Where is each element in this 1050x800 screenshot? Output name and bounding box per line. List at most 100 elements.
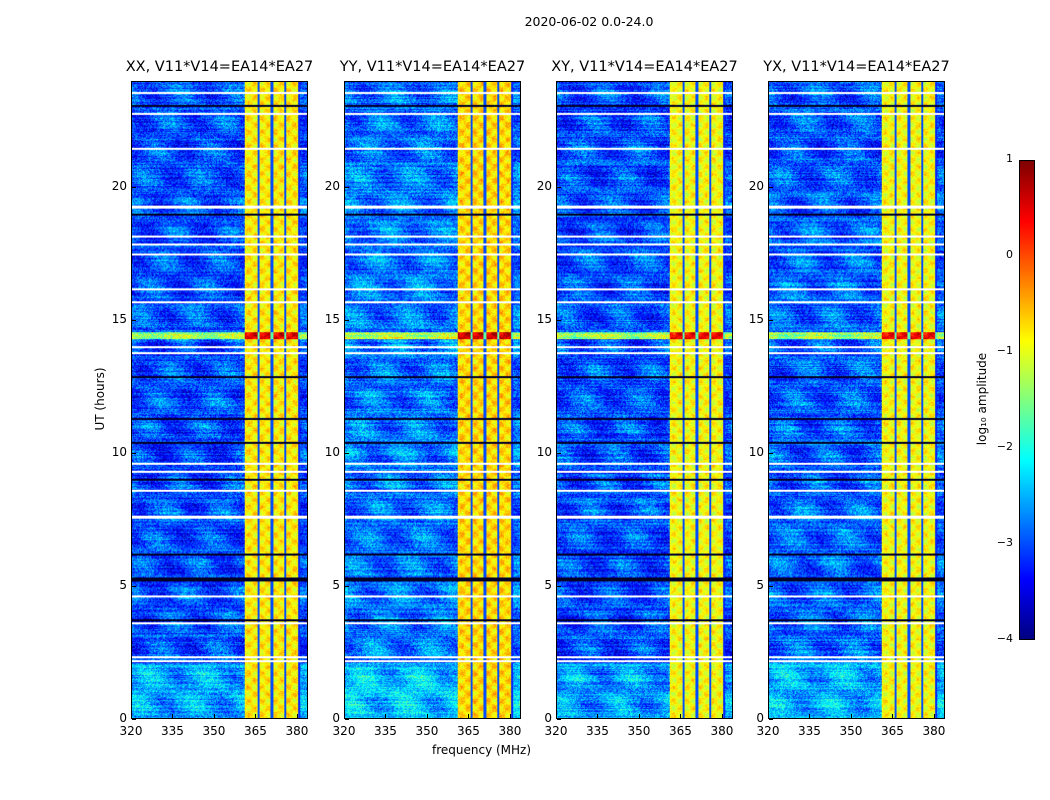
y-tick [769, 586, 773, 588]
x-tick-label: 335 [374, 724, 397, 738]
x-tick-label: 350 [627, 724, 651, 738]
y-tick [557, 719, 561, 720]
y-tick-label: 15 [536, 312, 552, 327]
x-tick [597, 714, 599, 718]
y-tick-label: 10 [536, 445, 552, 460]
y-tick [769, 719, 773, 720]
x-tick-label: 350 [839, 724, 863, 738]
spectrogram-panel-3 [556, 81, 733, 719]
y-tick-label: 5 [119, 578, 127, 593]
y-tick-label: 20 [748, 179, 764, 194]
y-tick [345, 453, 349, 455]
x-tick-label: 320 [756, 724, 780, 738]
y-tick [769, 187, 773, 189]
x-tick-label: 380 [498, 724, 522, 738]
panel-title: YY, V11*V14=EA14*EA27 [339, 59, 526, 75]
x-tick-label: 320 [332, 724, 356, 738]
heatmap-cells [132, 82, 307, 718]
x-tick [509, 714, 511, 718]
y-tick-label: 5 [332, 578, 340, 593]
x-tick-label: 320 [544, 724, 568, 738]
x-tick-label: 365 [669, 724, 692, 738]
x-axis-label: frequency (MHz) [432, 743, 532, 757]
y-tick [132, 187, 136, 189]
spectrogram-panel-2 [344, 81, 521, 719]
x-tick [933, 714, 935, 718]
colorbar-tick-label: 1 [1006, 152, 1013, 165]
spectrogram-panel-4 [768, 81, 945, 719]
y-tick [132, 586, 136, 588]
x-tick [680, 714, 682, 718]
y-tick-label: 5 [544, 578, 552, 593]
y-tick-label: 15 [111, 312, 127, 327]
y-tick [345, 320, 349, 322]
x-tick [344, 714, 345, 718]
y-tick [132, 719, 136, 720]
x-tick [892, 714, 894, 718]
y-axis-label: UT (hours) [93, 367, 107, 431]
x-tick [426, 714, 428, 718]
y-tick [345, 719, 349, 720]
y-tick [769, 453, 773, 455]
x-tick-label: 350 [415, 724, 439, 738]
x-tick-label: 335 [798, 724, 821, 738]
y-tick-label: 15 [324, 312, 340, 327]
y-tick-label: 0 [332, 711, 340, 725]
y-tick-label: 0 [756, 711, 764, 725]
x-tick-label: 365 [457, 724, 480, 738]
y-tick-label: 20 [536, 179, 552, 194]
x-tick-label: 380 [285, 724, 309, 738]
spectrogram-panel-1 [131, 81, 308, 719]
x-tick [385, 714, 387, 718]
panel-title: XX, V11*V14=EA14*EA27 [125, 59, 314, 75]
x-tick-label: 365 [881, 724, 904, 738]
y-tick [557, 453, 561, 455]
x-tick [296, 714, 298, 718]
colorbar-tick-label: −1 [996, 344, 1013, 357]
x-tick-label: 380 [922, 724, 946, 738]
y-tick-label: 5 [756, 578, 764, 593]
x-tick [468, 714, 470, 718]
colorbar-tick-label: −2 [996, 440, 1013, 453]
y-tick-label: 0 [119, 711, 127, 725]
x-tick [255, 714, 257, 718]
y-tick [557, 187, 561, 189]
y-tick [132, 320, 136, 322]
y-tick-label: 10 [748, 445, 764, 460]
x-tick [172, 714, 174, 718]
y-tick [769, 320, 773, 322]
x-tick [556, 714, 557, 718]
x-tick [721, 714, 723, 718]
x-tick-label: 335 [586, 724, 609, 738]
x-tick [809, 714, 811, 718]
x-tick-label: 365 [244, 724, 267, 738]
heatmap-cells [557, 82, 732, 718]
y-tick-label: 10 [111, 445, 127, 460]
x-tick-label: 335 [161, 724, 184, 738]
x-tick-label: 350 [202, 724, 226, 738]
colorbar-tick-label: 0 [1006, 248, 1013, 261]
y-tick [132, 453, 136, 455]
y-tick [557, 320, 561, 322]
y-tick [345, 187, 349, 189]
x-tick [768, 714, 769, 718]
heatmap-cells [345, 82, 520, 718]
heatmap-cells [769, 82, 944, 718]
panel-title: YX, V11*V14=EA14*EA27 [763, 59, 950, 75]
y-tick-label: 0 [544, 711, 552, 725]
x-tick-label: 380 [710, 724, 734, 738]
y-tick [557, 586, 561, 588]
y-tick [345, 586, 349, 588]
colorbar-tick-label: −3 [996, 536, 1013, 549]
x-tick [131, 714, 132, 718]
colorbar-label: log₁₀ amplitude [975, 352, 989, 446]
x-tick-label: 320 [119, 724, 143, 738]
figure-title: 2020-06-02 0.0-24.0 [524, 14, 654, 29]
y-tick-label: 20 [324, 179, 340, 194]
x-tick [638, 714, 640, 718]
colorbar-tick-label: −4 [996, 632, 1013, 645]
y-tick-label: 10 [324, 445, 340, 460]
x-tick [213, 714, 215, 718]
colorbar [1019, 160, 1035, 640]
